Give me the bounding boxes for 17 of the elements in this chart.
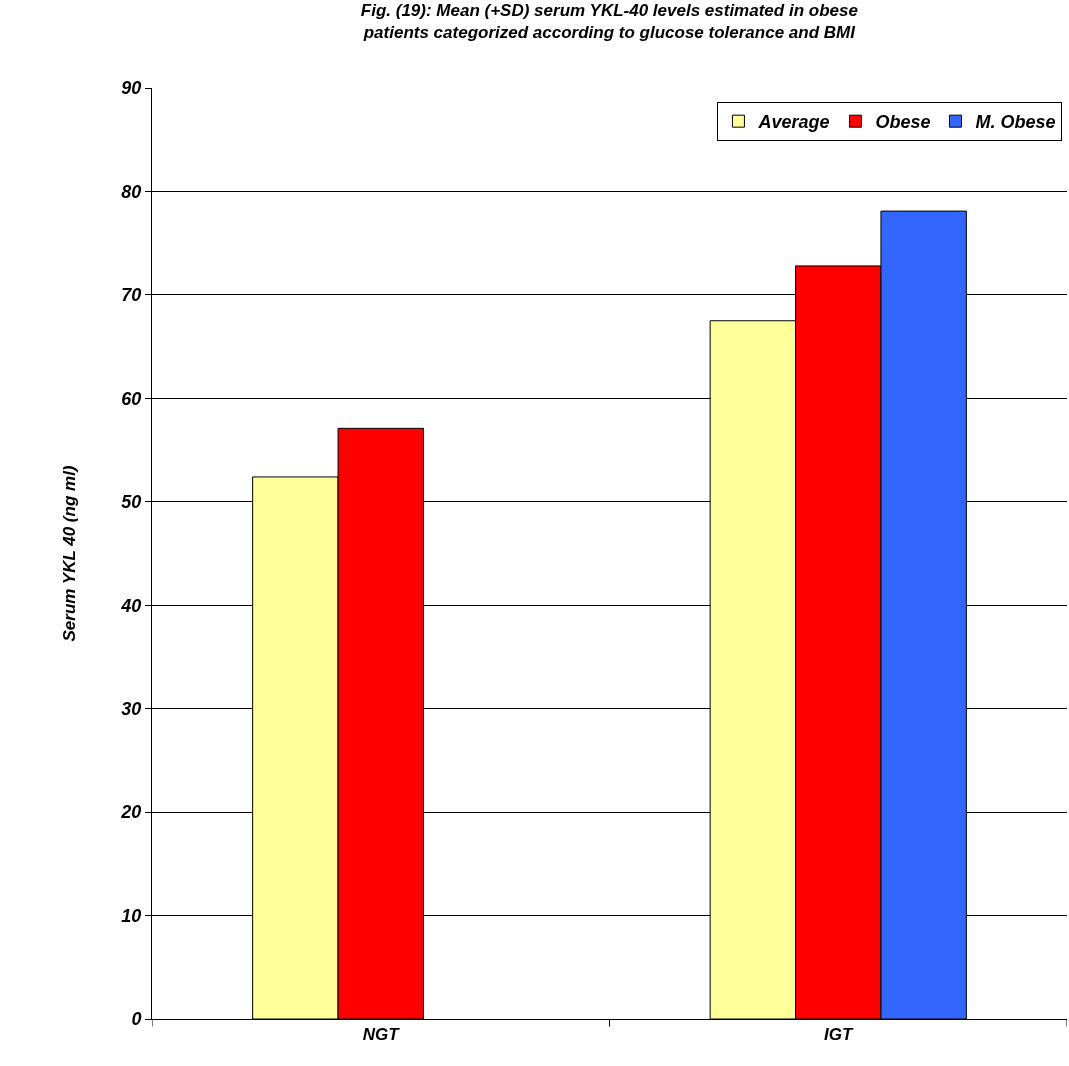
legend-label: Average [757,112,830,133]
y-tick-label: 60 [121,388,142,409]
y-tick-label: 50 [121,492,142,513]
x-tick-label: IGT [824,1025,855,1045]
x-tick-label: NGT [362,1025,401,1045]
y-tick-label: 30 [121,698,142,719]
y-tick-label: 90 [121,78,142,99]
y-tick-label: 0 [131,1009,142,1030]
y-tick-label: 80 [121,181,142,202]
y-tick-label: 10 [121,905,142,926]
y-tick-label: 70 [121,285,142,306]
y-axis-title: Serum YKL 40 (ng ml) [59,465,79,642]
y-tick-label: 40 [120,595,142,616]
chart-title: Fig. (19): Mean (+SD) serum YKL-40 levels estimated in obese patients categorized according to glucose tolerance and BMI [360,0,858,43]
y-tick-label: 20 [120,802,142,823]
legend-label: Obese [875,112,931,133]
legend-label: M. Obese [975,112,1056,133]
